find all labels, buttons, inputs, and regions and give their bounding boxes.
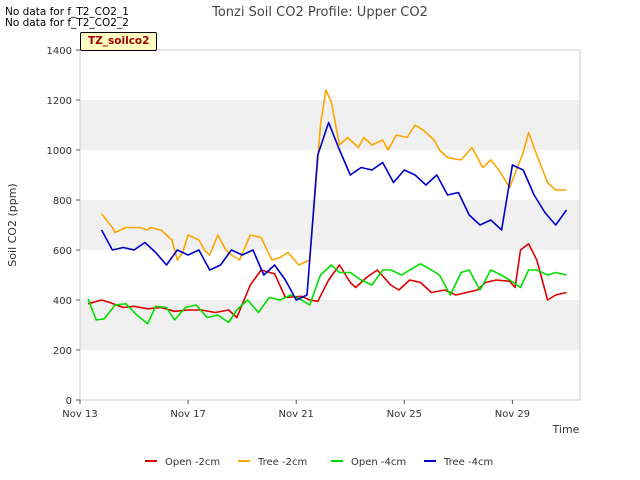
grid-band	[80, 150, 580, 200]
grid-band	[80, 350, 580, 400]
grid-bands	[80, 50, 580, 400]
y-tick-label: 1200	[47, 96, 72, 107]
y-tick-label: 400	[53, 296, 72, 307]
grid-band	[80, 250, 580, 300]
legend: Open -2cm Tree -2cm Open -4cm Tree -4cm	[145, 457, 493, 468]
series-line-tree-4cm	[100, 121, 568, 301]
x-tick-label: Nov 21	[279, 409, 314, 420]
x-tick-label: Nov 13	[62, 409, 97, 420]
no-data-note-1: No data for f_T2_CO2_1	[5, 6, 129, 18]
y-tick-label: 1400	[47, 46, 72, 57]
legend-label: Open -4cm	[351, 457, 406, 468]
series-layer	[87, 89, 568, 325]
x-axis: Nov 13 Nov 17 Nov 21 Nov 25 Nov 29	[62, 400, 530, 420]
y-tick-label: 0	[66, 396, 72, 407]
series-line-open-2cm	[87, 243, 567, 319]
chart-title: Tonzi Soil CO2 Profile: Upper CO2	[211, 5, 428, 20]
y-tick-label: 600	[53, 246, 72, 257]
plot-frame	[79, 49, 581, 401]
grid-band	[80, 50, 580, 100]
legend-label: Tree -4cm	[443, 457, 493, 468]
series-line-tree-2cm	[100, 89, 567, 266]
y-axis-label: Soil CO2 (ppm)	[6, 183, 19, 266]
y-axis: 0 200 400 600 800 1000 1200 1400	[47, 46, 80, 407]
legend-label: Open -2cm	[165, 457, 220, 468]
site-label-badge: TZ_soilco2	[80, 32, 158, 51]
y-tick-label: 800	[53, 196, 72, 207]
y-tick-label: 200	[53, 346, 72, 357]
x-tick-label: Nov 29	[495, 409, 530, 420]
x-tick-label: Nov 25	[387, 409, 422, 420]
no-data-note-2: No data for f_T2_CO2_2	[5, 17, 129, 29]
series-line-open-4cm	[87, 262, 567, 325]
x-axis-label: Time	[552, 423, 580, 436]
y-tick-label: 1000	[47, 146, 72, 157]
legend-label: Tree -2cm	[257, 457, 307, 468]
x-tick-label: Nov 17	[170, 409, 205, 420]
